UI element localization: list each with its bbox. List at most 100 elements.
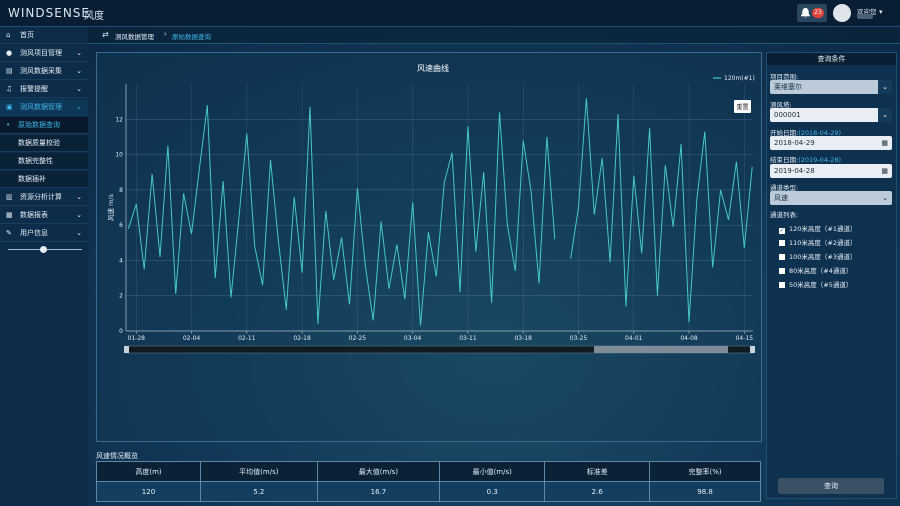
notification-button[interactable]: 23 bbox=[797, 4, 827, 22]
menu-item[interactable]: ♫ 报警提醒 ⌄ bbox=[0, 81, 88, 98]
menu-item[interactable]: ▦ 数据报表 ⌄ bbox=[0, 207, 88, 224]
menu-label: 测风数据采集 bbox=[20, 67, 62, 75]
badge: 23 bbox=[812, 8, 824, 18]
zoom-window[interactable] bbox=[594, 346, 728, 353]
checkbox: ✓ bbox=[779, 227, 785, 234]
menu-item[interactable]: ● 测风项目管理 ⌄ bbox=[0, 45, 88, 62]
x-tick-label: 02-18 bbox=[293, 335, 311, 342]
x-tick-label: 04-08 bbox=[680, 335, 698, 342]
menu-label: 原始数据查询 bbox=[18, 121, 60, 129]
y-axis-label: 风速 m/s bbox=[107, 193, 115, 221]
menu-item[interactable]: 数据质量校验 bbox=[0, 135, 88, 152]
menu-label: 数据报表 bbox=[20, 211, 48, 219]
x-tick-label: 03-04 bbox=[404, 335, 422, 342]
channel-checkbox[interactable]: 110米高度（#2通道） bbox=[779, 237, 857, 247]
legend-label: 120m(#1) bbox=[724, 75, 755, 82]
end-date[interactable]: 2019-04-28 ▦ bbox=[770, 164, 892, 178]
reset-button[interactable] bbox=[734, 100, 751, 113]
x-tick-label: 03-18 bbox=[514, 335, 532, 342]
cell: 16.7 bbox=[316, 481, 441, 502]
field-label: 通道列表: bbox=[770, 211, 799, 219]
x-tick-label: 02-25 bbox=[349, 335, 367, 342]
breadcrumb-icon: ⇄ bbox=[102, 30, 109, 39]
project-select[interactable]: 莱维塞尔 ⌄ bbox=[770, 80, 892, 94]
channel-checkbox[interactable]: 100米高度（#3通道） bbox=[779, 251, 857, 261]
select-value: 000001 bbox=[774, 111, 801, 119]
menu-item[interactable]: ▥ 资源分析计算 ⌄ bbox=[0, 189, 88, 206]
field-label: 开始日期:(2018-04-29) bbox=[770, 127, 841, 137]
column-header: 最大值(m/s) bbox=[316, 461, 441, 482]
label-text: 结束日期: bbox=[770, 156, 799, 164]
label-hint: (2018-04-29) bbox=[798, 129, 842, 137]
menu-icon: ⌂ bbox=[6, 31, 11, 39]
menu-icon: ▥ bbox=[6, 193, 13, 201]
breadcrumb-item[interactable]: 测风数据管理 bbox=[115, 33, 154, 41]
y-tick-label: 6 bbox=[119, 222, 123, 229]
user-dropdown[interactable]: ▾ bbox=[879, 8, 883, 16]
cell: 5.2 bbox=[199, 481, 318, 502]
y-tick-label: 0 bbox=[119, 328, 123, 335]
avatar[interactable] bbox=[833, 4, 851, 22]
breadcrumb-item: 原始数据查询 bbox=[172, 33, 211, 41]
tower-select[interactable]: 000001 ⌄ bbox=[770, 108, 892, 122]
summary-table: 高度(m) 平均值(m/s) 最大值(m/s) 最小值(m/s) 标准差 完整率(%) 12… bbox=[96, 461, 761, 502]
channel-checkbox[interactable]: 80米高度（#4通道） bbox=[779, 265, 852, 275]
menu-item[interactable]: ✎ 用户信息 ⌄ bbox=[0, 225, 88, 242]
sidebar: ⌂ 首页 ● 测风项目管理 ⌄ ▤ 测风数据采集 ⌄ ♫ 报警提醒 ⌄ ▣ 测风数据管理 ⌄ • 原始数据查询… bbox=[0, 27, 88, 506]
zoom-handle[interactable] bbox=[124, 346, 129, 353]
field-label: 项目范围: bbox=[770, 73, 799, 81]
menu-item[interactable]: ▤ 测风数据采集 ⌄ bbox=[0, 63, 88, 80]
channel-checkbox[interactable]: ✓ 120米高度（#1通道） bbox=[779, 223, 857, 234]
menu-item[interactable]: ▣ 测风数据管理 ⌄ bbox=[0, 99, 88, 116]
channel-label: 50米高度（#5通道） bbox=[789, 281, 853, 289]
channel-checkbox[interactable]: 50米高度（#5通道） bbox=[779, 279, 852, 289]
select-value: 风速 bbox=[774, 194, 788, 202]
start-date[interactable]: 2018-04-29 ▦ bbox=[770, 136, 892, 150]
menu-label: 数据质量校验 bbox=[18, 139, 60, 147]
zoom-handle[interactable] bbox=[750, 346, 755, 353]
logo: WINDSENSE bbox=[8, 6, 90, 20]
welcome: 欢迎您 bbox=[857, 8, 877, 16]
menu-label: 数据完整性 bbox=[18, 157, 53, 165]
chart-title: 风速曲线 bbox=[417, 63, 449, 73]
checkbox bbox=[779, 282, 785, 288]
menu-arrow: ⌄ bbox=[76, 211, 82, 219]
menu-item[interactable]: ⌂ 首页 bbox=[0, 27, 88, 44]
query-panel: 查询条件 项目范围: 莱维塞尔 ⌄ 测风塔: 000001 ⌄ 开始日期:(2018… bbox=[766, 52, 897, 499]
user-name-placeholder bbox=[857, 14, 873, 19]
menu-arrow: ⌄ bbox=[76, 229, 82, 237]
field-label: 结束日期:(2019-04-28) bbox=[770, 154, 841, 164]
x-tick-label: 03-11 bbox=[459, 335, 477, 342]
field-label: 通道类型: bbox=[770, 184, 799, 192]
column-header: 最小值(m/s) bbox=[439, 461, 546, 482]
menu-item[interactable]: 数据完整性 bbox=[0, 153, 88, 170]
menu-icon: ▤ bbox=[6, 67, 13, 75]
series-line bbox=[127, 98, 753, 326]
input-value: 2019-04-28 bbox=[774, 167, 815, 175]
slider-knob[interactable] bbox=[40, 246, 47, 253]
checkbox bbox=[779, 240, 785, 246]
label-text: 开始日期: bbox=[770, 129, 799, 137]
header-row: 高度(m) 平均值(m/s) 最大值(m/s) 最小值(m/s) 标准差 完整率(%) bbox=[96, 461, 761, 482]
label-hint: (2019-04-28) bbox=[798, 156, 842, 164]
query-button[interactable]: 查询 bbox=[778, 478, 884, 494]
column-header: 标准差 bbox=[544, 461, 651, 482]
menu-icon: ♫ bbox=[6, 85, 13, 93]
type-select[interactable]: 风速 ⌄ bbox=[770, 191, 892, 205]
x-tick-label: 04-01 bbox=[625, 335, 643, 342]
menu-label: 测风项目管理 bbox=[20, 49, 62, 57]
menu-item[interactable]: • 原始数据查询 bbox=[0, 117, 88, 134]
menu-arrow: ⌄ bbox=[76, 67, 82, 75]
menu-label: 报警提醒 bbox=[20, 85, 48, 93]
y-tick-label: 2 bbox=[119, 293, 123, 300]
cell: 2.6 bbox=[544, 481, 651, 502]
y-tick-label: 8 bbox=[119, 187, 123, 194]
x-tick-label: 02-04 bbox=[183, 335, 201, 342]
menu-icon: ✎ bbox=[6, 229, 12, 237]
reset-label: 重置 bbox=[736, 103, 748, 111]
cell: 0.3 bbox=[439, 481, 546, 502]
cell: 98.8 bbox=[649, 481, 761, 502]
x-tick-label: 01-28 bbox=[128, 335, 146, 342]
menu-item[interactable]: 数据插补 bbox=[0, 171, 88, 188]
